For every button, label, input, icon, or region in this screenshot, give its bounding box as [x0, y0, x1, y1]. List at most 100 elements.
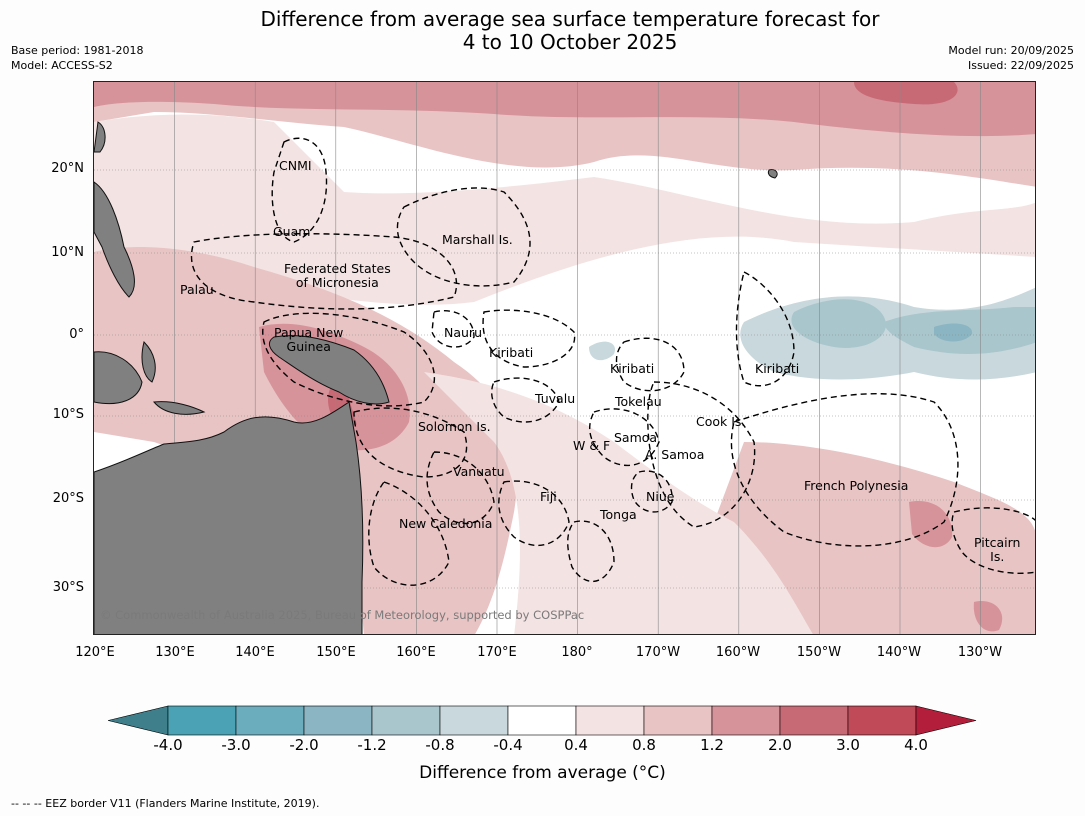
place-american-samoa: A. Samoa — [645, 447, 705, 462]
lon-label-140w: 140°W — [876, 645, 922, 660]
colorbar-swatch — [235, 705, 305, 736]
model-name: Model: ACCESS-S2 — [11, 59, 113, 72]
colorbar-swatch — [439, 705, 509, 736]
chart-title: Difference from average sea surface temp… — [0, 8, 1085, 54]
anomaly-east-cool-mid — [791, 299, 1035, 354]
colorbar-title: Difference from average (°C) — [419, 763, 666, 783]
cbar-tick-5: -0.4 — [493, 736, 523, 754]
anomaly-central-pale — [424, 372, 813, 634]
eez-nauru — [431, 310, 475, 348]
cbar-tick-9: 2.0 — [768, 736, 792, 754]
anomaly-north-pale — [94, 114, 1035, 305]
colorbar-swatch — [507, 705, 577, 736]
colorbar-extend-high — [915, 705, 977, 736]
lon-label-160w: 160°W — [715, 645, 761, 660]
base-period: Base period: 1981-2018 — [11, 44, 144, 57]
colorbar-swatch — [779, 705, 849, 736]
colorbar-swatch — [303, 705, 373, 736]
place-niue: Niue — [646, 489, 675, 504]
land-philippines — [94, 181, 135, 298]
cbar-tick-7: 0.8 — [632, 736, 656, 754]
model-run: Model run: 20/09/2025 — [948, 44, 1074, 57]
place-png-line2: Guinea — [286, 339, 331, 354]
copyright-notice: © Commonwealth of Australia 2025, Bureau… — [100, 608, 585, 622]
colorbar-swatch — [167, 705, 237, 736]
lon-label-160e: 160°E — [396, 645, 436, 660]
lon-label-120e: 120°E — [75, 645, 115, 660]
lon-label-130e: 130°E — [155, 645, 195, 660]
colorbar-swatch — [847, 705, 917, 736]
place-png: Papua New Guinea — [274, 326, 343, 354]
anomaly-east-cool-core — [934, 323, 973, 342]
land-borneo — [94, 351, 143, 405]
place-tokelau: Tokelau — [615, 394, 662, 409]
lat-label-20n: 20°N — [51, 161, 84, 176]
land-new-guinea — [268, 335, 390, 405]
anomaly-north-hot — [854, 82, 958, 105]
eez-kiribati-line — [735, 270, 795, 387]
issued-date: Issued: 22/09/2025 — [967, 59, 1074, 72]
colorbar-swatch — [643, 705, 713, 736]
cbar-tick-8: 1.2 — [700, 736, 724, 754]
land-timor — [153, 401, 206, 415]
eez-png — [262, 312, 435, 407]
place-pitcairn-line2: Is. — [990, 549, 1005, 564]
title-line-2: 4 to 10 October 2025 — [462, 30, 678, 54]
eez-solomon — [353, 407, 468, 478]
colorbar-swatch — [711, 705, 781, 736]
lat-label-10n: 10°N — [51, 245, 84, 260]
eez-pitcairn — [951, 507, 1035, 574]
eez-cook — [647, 381, 756, 528]
eez-marshall — [396, 187, 531, 287]
land-taiwan — [94, 121, 106, 153]
place-cnmi: CNMI — [279, 158, 312, 173]
place-french-polynesia: French Polynesia — [804, 478, 909, 493]
lon-label-170w: 170°W — [635, 645, 681, 660]
anomaly-cool-patch-small — [589, 341, 615, 361]
lat-label-20s: 20°S — [52, 491, 84, 506]
eez-kiribati-phoenix — [615, 337, 685, 392]
eez-samoa — [588, 408, 660, 467]
colorbar-swatch — [575, 705, 645, 736]
place-samoa: Samoa — [614, 430, 658, 445]
place-palau: Palau — [180, 282, 214, 297]
cbar-tick-1: -3.0 — [221, 736, 251, 754]
eez-fiji — [498, 480, 570, 547]
colorbar-swatches — [108, 705, 977, 736]
eez-borders — [190, 137, 1035, 586]
eez-kiribati-gilbert — [482, 309, 576, 368]
colorbar — [108, 705, 977, 736]
place-fiji: Fiji — [540, 489, 557, 504]
land-masses — [94, 121, 778, 634]
lat-label-10s: 10°S — [52, 407, 84, 422]
lon-label-170e: 170°E — [477, 645, 517, 660]
place-kiribati-east: Kiribati — [755, 361, 800, 376]
land-australia — [94, 401, 364, 634]
cbar-tick-11: 4.0 — [904, 736, 928, 754]
meta-left: Base period: 1981-2018 Model: ACCESS-S2 — [11, 43, 143, 73]
eez-cnmi — [271, 137, 328, 243]
meta-right: Model run: 20/09/2025 Issued: 22/09/2025 — [948, 43, 1074, 73]
place-cook: Cook Is. — [696, 414, 746, 429]
eez-tonga — [567, 520, 615, 583]
place-pitcairn-line1: Pitcairn — [974, 535, 1021, 550]
place-pitcairn: Pitcairn Is. — [974, 536, 1020, 564]
eez-vanuatu — [426, 451, 495, 525]
place-micronesia-line1: Federated States — [284, 261, 391, 276]
place-vanuatu: Vanuatu — [453, 464, 505, 479]
place-kiribati-west: Kiribati — [489, 345, 534, 360]
place-guam: Guam — [273, 224, 311, 239]
cbar-tick-6: 0.4 — [564, 736, 588, 754]
lon-label-180: 180° — [561, 645, 593, 660]
lon-label-150e: 150°E — [316, 645, 356, 660]
cbar-tick-10: 3.0 — [836, 736, 860, 754]
title-line-1: Difference from average sea surface temp… — [260, 7, 880, 31]
sst-anomaly-map: © Commonwealth of Australia 2025, Bureau… — [93, 81, 1036, 635]
place-tonga: Tonga — [600, 507, 637, 522]
place-micronesia-line2: of Micronesia — [295, 275, 379, 290]
cbar-tick-3: -1.2 — [357, 736, 387, 754]
colorbar-swatch — [371, 705, 441, 736]
cbar-tick-2: -2.0 — [289, 736, 319, 754]
place-micronesia: Federated States of Micronesia — [284, 262, 391, 290]
colorbar-extend-low — [108, 705, 169, 736]
